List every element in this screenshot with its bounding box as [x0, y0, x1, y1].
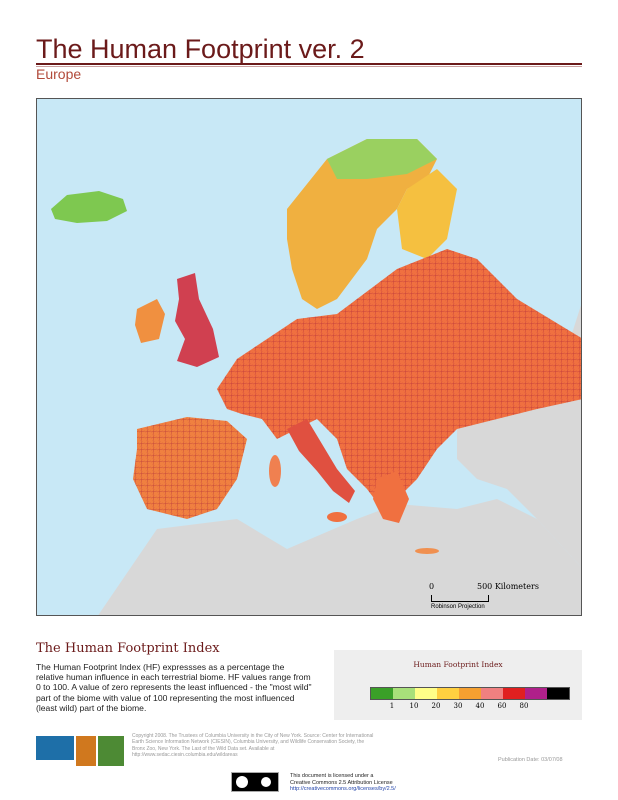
- iceland: [51, 191, 127, 223]
- legend-tick: 10: [409, 702, 419, 710]
- license-link[interactable]: http://creativecommons.org/licenses/by/2…: [290, 786, 396, 792]
- cc-icon: [236, 776, 271, 788]
- legend-swatch: [525, 688, 547, 699]
- legend-swatch: [393, 688, 415, 699]
- legend-swatch: [481, 688, 503, 699]
- greece: [373, 471, 409, 523]
- legend-ticks: 1 10 20 30 40 60 80: [370, 702, 566, 712]
- publication-date: Publication Date: 03/07/08: [498, 757, 563, 763]
- asia-minor: [457, 399, 581, 567]
- license-line1: This document is licensed under a: [290, 773, 374, 779]
- index-section-title: The Human Footprint Index: [36, 641, 220, 656]
- projection-label: Robinson Projection: [431, 604, 485, 610]
- ireland: [135, 299, 165, 343]
- legend-swatch: [503, 688, 525, 699]
- page-subtitle: Europe: [36, 66, 82, 82]
- legend-swatches: [370, 687, 570, 700]
- north-africa: [98, 499, 581, 615]
- title-rule-light: [36, 66, 582, 67]
- iberia-roads: [133, 417, 247, 519]
- legend-swatch: [459, 688, 481, 699]
- finland: [397, 169, 457, 259]
- license-text: This document is licensed under a Creati…: [290, 773, 396, 793]
- scale-zero-label: 0: [429, 582, 435, 591]
- license-line2: Creative Commons 2.5 Attribution License: [290, 779, 393, 786]
- page-title: The Human Footprint ver. 2: [36, 34, 365, 64]
- ciesin-logo: [36, 736, 74, 760]
- map-svg: [37, 99, 581, 615]
- europe-map: 0 500 Kilometers Robinson Projection: [36, 98, 582, 616]
- legend-tick: 80: [519, 702, 529, 710]
- copyright-text: Copyright 2008. The Trustees of Columbia…: [132, 733, 374, 758]
- legend-swatch: [415, 688, 437, 699]
- road-network: [217, 249, 581, 509]
- legend-swatch: [547, 688, 569, 699]
- northern-scandinavia: [327, 139, 437, 179]
- scale-distance-label: 500 Kilometers: [477, 582, 539, 591]
- scandinavia: [287, 139, 437, 309]
- last-of-wild-logo: [98, 736, 124, 766]
- legend-swatch: [437, 688, 459, 699]
- legend-tick: 60: [497, 702, 507, 710]
- legend-title: Human Footprint Index: [413, 660, 503, 669]
- legend-swatch: [371, 688, 393, 699]
- title-rule: [36, 63, 582, 65]
- wcs-logo: [76, 736, 96, 766]
- legend-tick: 30: [453, 702, 463, 710]
- index-description: The Human Footprint Index (HF) expressse…: [36, 662, 312, 713]
- logo-strip: [36, 736, 124, 766]
- legend-tick: 40: [475, 702, 485, 710]
- legend-tick: 1: [389, 702, 395, 710]
- scale-bar: 0 500 Kilometers Robinson Projection: [417, 579, 577, 615]
- creative-commons-badge[interactable]: [231, 772, 279, 792]
- italy: [287, 419, 355, 503]
- great-britain: [175, 273, 219, 367]
- legend-tick: 20: [431, 702, 441, 710]
- corsica-sardinia: [269, 455, 281, 487]
- partner-logos: [36, 736, 126, 766]
- scale-line: [431, 595, 489, 602]
- legend-box: Human Footprint Index 1 10 20 30 40 60 80: [334, 650, 582, 720]
- crete: [415, 548, 439, 554]
- sicily: [327, 512, 347, 522]
